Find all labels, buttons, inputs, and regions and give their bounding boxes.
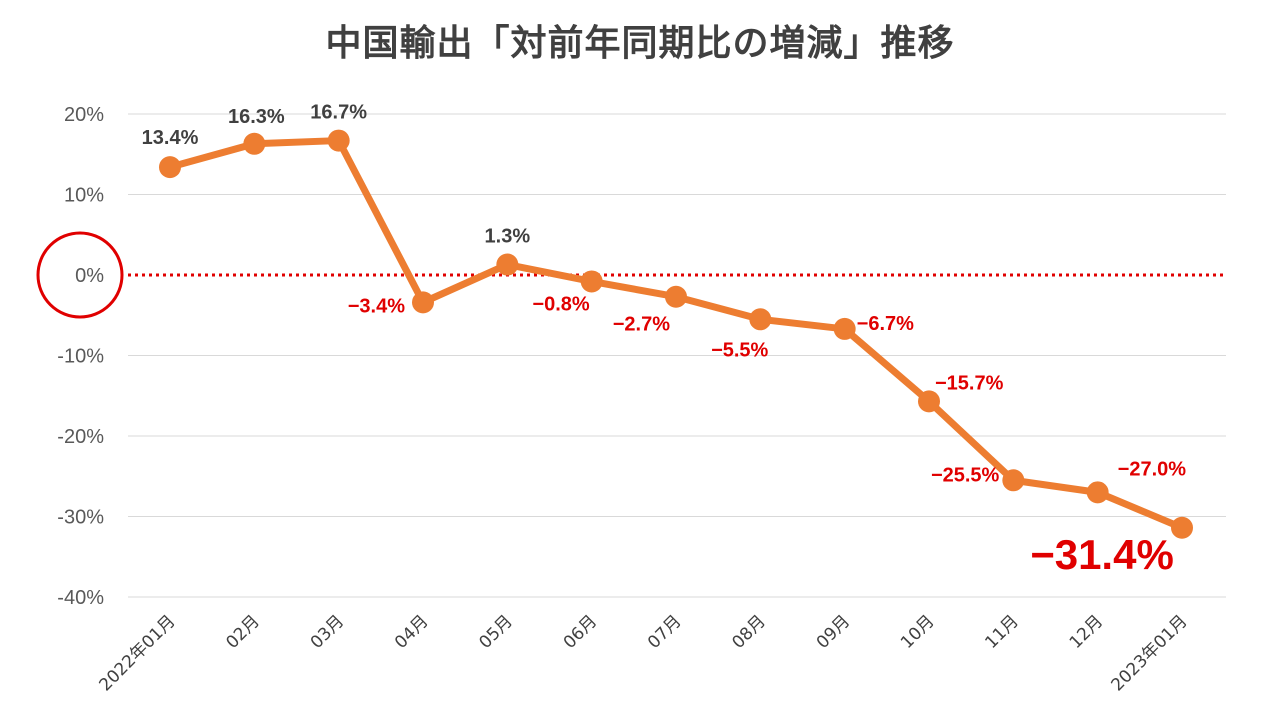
data-label: −27.0%	[1118, 458, 1187, 480]
y-tick-label: -30%	[57, 507, 104, 529]
data-point	[496, 253, 519, 276]
data-point	[1086, 481, 1109, 504]
x-tick-label: 06月	[560, 611, 601, 652]
data-label: 1.3%	[485, 226, 531, 248]
zero-reference	[36, 231, 1226, 319]
zero-highlight-circle	[36, 231, 124, 319]
x-tick-label: 11月	[981, 611, 1022, 652]
series-line	[166, 137, 1186, 532]
series-line	[166, 137, 1186, 532]
data-labels: 13.4% 16.3% 16.7% −3.4% 1.3% −0.8% −2.7% −5.5% −…	[142, 102, 1187, 578]
data-label: −25.5%	[931, 464, 1000, 486]
data-label: −0.8%	[532, 293, 589, 315]
data-label-highlight: −31.4%	[1030, 531, 1174, 578]
data-point	[580, 270, 603, 293]
y-tick-label: 10%	[64, 185, 104, 207]
x-tick-label: 2023年01月	[1107, 611, 1191, 695]
data-point	[159, 156, 181, 179]
data-point	[327, 129, 350, 152]
x-tick-label: 09月	[813, 611, 854, 652]
data-point	[1171, 516, 1193, 539]
x-tick-label: 07月	[644, 611, 685, 652]
y-tick-label: 20%	[64, 104, 104, 126]
x-tick-label: 10月	[897, 611, 938, 652]
x-tick-label: 12月	[1066, 611, 1107, 652]
data-point	[833, 317, 856, 340]
data-point	[243, 132, 266, 155]
data-point	[1002, 469, 1025, 492]
data-label: −5.5%	[711, 339, 768, 361]
data-label: −2.7%	[613, 314, 670, 336]
data-label: 16.3%	[228, 106, 285, 128]
data-label: −6.7%	[857, 313, 914, 335]
x-tick-label: 03月	[307, 611, 348, 652]
x-tick-label: 05月	[475, 611, 516, 652]
y-tick-label: -40%	[57, 587, 104, 609]
x-tick-label: 02月	[222, 611, 263, 652]
data-point	[665, 285, 687, 308]
y-tick-label: -20%	[57, 426, 104, 448]
y-axis-ticks: 20% 10% 0% -10% -20% -30% -40%	[57, 104, 104, 609]
chart-title: 中国輸出「対前年同期比の増減」推移	[325, 23, 955, 64]
y-tick-label: -10%	[57, 346, 104, 368]
x-tick-label: 2022年01月	[95, 611, 179, 695]
data-points	[159, 129, 1193, 539]
x-tick-label: 08月	[728, 611, 769, 652]
grid-lines	[128, 113, 1226, 598]
data-label: −15.7%	[935, 372, 1004, 394]
y-tick-label: 0%	[75, 265, 104, 287]
x-axis-ticks: 2022年01月 02月 03月 04月 05月 06月 07月 08月 09月 10月 11月 12…	[95, 611, 1191, 695]
data-label: −3.4%	[348, 295, 405, 317]
data-point	[918, 390, 940, 413]
data-label: 16.7%	[310, 102, 367, 124]
data-point	[749, 308, 772, 331]
data-label: 13.4%	[142, 127, 199, 149]
data-point	[412, 291, 434, 314]
x-tick-label: 04月	[391, 611, 432, 652]
